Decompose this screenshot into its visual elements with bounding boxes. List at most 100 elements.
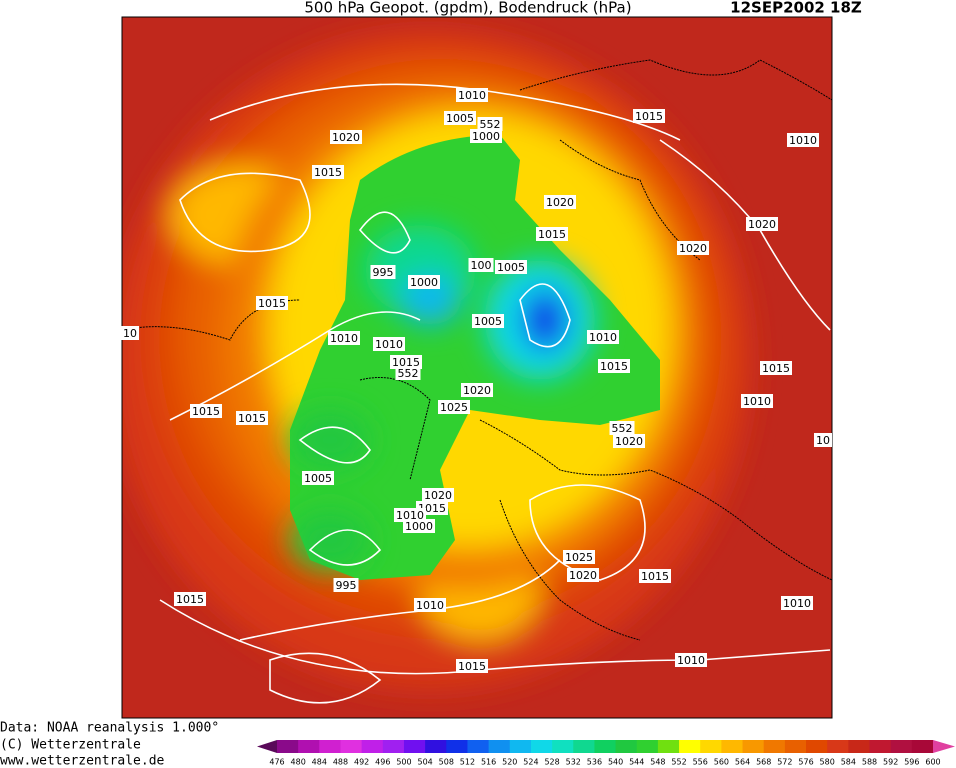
isobar-label-text: 1000 [405,520,433,533]
legend-label: 548 [650,758,665,767]
legend-label: 592 [883,758,898,767]
isobar-label-text: 1010 [789,134,817,147]
isobar-label: 1010 [675,653,707,667]
isobar-label-text: 1020 [424,489,452,502]
isobar-label: 995 [333,578,359,592]
isobar-label-text: 1010 [396,509,424,522]
isobar-label: 1025 [438,400,470,414]
isobar-label-box [328,331,360,345]
isobar-label: 995 [370,265,396,279]
footer-line: Data: NOAA reanalysis 1.000° [0,721,219,736]
footer-line: www.wetterzentrale.de [0,754,165,768]
isobar-label-box [677,241,709,255]
isobar-label-box [544,195,576,209]
isobar-label: 1000 [470,129,502,143]
isobar-label-text: 1020 [748,218,776,231]
legend-swatch [530,740,553,753]
isobar-label-box [395,366,421,380]
isobar-label: 1015 [633,109,665,123]
legend-swatch [742,740,765,753]
legend-swatch [763,740,786,753]
map-frame [121,16,833,719]
isobar-label-text: 1015 [458,660,486,673]
isobar-label-box [587,330,619,344]
isobar-label-box [461,383,493,397]
isobar-label-text: 1005 [474,315,502,328]
isobar-label-box [330,130,362,144]
legend-swatch [361,740,384,753]
isobar-label: 1010 [781,596,813,610]
legend-label: 588 [862,758,877,767]
map-date: 12SEP2002 18Z [730,0,862,17]
isobar-label-text: 1025 [440,401,468,414]
legend-swatch [869,740,892,753]
isobar-labels: 1010100510001020101510151010102010151020… [121,88,832,673]
isobar-label: 1005 [472,314,504,328]
isobar-label-text: 1005 [497,261,525,274]
isobar-label-box [477,117,503,131]
isobar-label: 1020 [677,241,709,255]
isobar-label-box [422,488,454,502]
legend-swatch [890,740,913,753]
legend-swatch [573,740,595,753]
isobar-label-box [598,359,630,373]
legend-label: 536 [587,758,602,767]
isobar-label: 1010 [328,331,360,345]
isobar-label-box [414,598,446,612]
legend-swatch [700,740,722,753]
legend-label: 492 [354,758,369,767]
isobar-label: 1010 [394,508,426,522]
isobar-label-box [403,519,435,533]
legend-label: 480 [291,758,306,767]
isobar-label-box [787,133,819,147]
isobar-label-text: 1010 [458,89,486,102]
isobar-label-text: 1010 [416,599,444,612]
isobar-label-box [408,275,440,289]
isobar-label-text: 1010 [743,395,771,408]
legend-label: 580 [820,758,835,767]
legend-label: 532 [566,758,581,767]
isobar-label-box [633,109,665,123]
isobar-label-text: 10 [123,327,137,340]
isobar-label-text: 1015 [641,570,669,583]
legend-swatch [382,740,405,753]
isobar-label-text: 995 [336,579,357,592]
isobar-label-text: 1025 [565,551,593,564]
isobar-label: 1005 [444,111,476,125]
isobar-label-text: 1010 [375,338,403,351]
isobar-label: 552 [609,421,635,435]
isobar-label-box [536,227,568,241]
isobar-label-text: 100 [471,259,492,272]
isobar-label: 1010 [373,337,405,351]
legend-label: 504 [417,758,432,767]
legend-swatch [467,740,490,753]
isobar-label: 1015 [639,569,671,583]
isobar-label-text: 552 [398,367,419,380]
legend-swatch [594,740,617,753]
isobar-label: 1025 [563,550,595,564]
isobar-label: 1015 [456,659,488,673]
isobar-label: 1005 [302,471,334,485]
isobar-label-box [312,165,344,179]
isobar-label-text: 1000 [410,276,438,289]
legend-swatch [298,740,320,753]
legend-label: 540 [608,758,623,767]
isobar-label: 1000 [403,519,435,533]
legend-label: 568 [756,758,771,767]
legend-swatch [340,740,363,753]
isobar-label-text: 1020 [546,196,574,209]
isobar-label-box [495,260,527,274]
isobar-label: 1015 [760,361,792,375]
isobar-label-text: 552 [612,422,633,435]
isobar-label: 1000 [408,275,440,289]
isobar-label: 552 [395,366,421,380]
isobar-label-box [444,111,476,125]
isobar-label-text: 10 [816,434,830,447]
legend-swatch [911,740,934,753]
isobar-label-box [563,550,595,564]
isobar-label-text: 1020 [569,569,597,582]
isobar-label-text: 1015 [238,412,266,425]
legend-swatch [848,740,871,753]
isobar-label: 1010 [456,88,488,102]
